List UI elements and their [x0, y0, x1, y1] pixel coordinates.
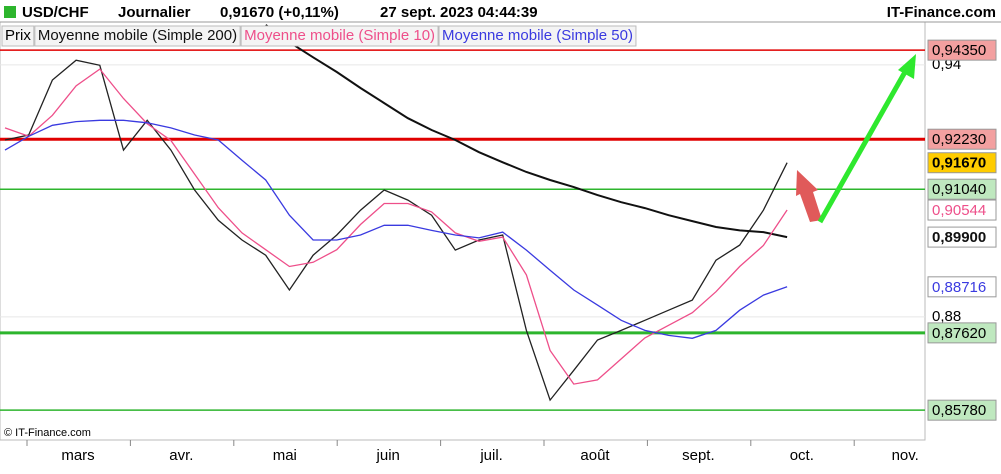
- legend-box: [438, 25, 637, 47]
- x-tick-label: nov.: [892, 447, 919, 464]
- x-tick-label: avr.: [169, 447, 193, 464]
- x-tick-label: août: [580, 447, 610, 464]
- value-label: 0,91040: [932, 181, 986, 198]
- footer: © IT-Finance.com: [4, 427, 91, 439]
- x-tick-label: mai: [273, 447, 297, 464]
- value-label-box: [927, 226, 997, 248]
- legend-box: [34, 25, 241, 47]
- quote: 0,91670 (+0,11%): [220, 4, 339, 21]
- legend-entry: Moyenne mobile (Simple 50): [442, 27, 633, 44]
- value-label-box: [927, 276, 997, 298]
- value-label-box: [927, 39, 997, 61]
- legend-entry: Moyenne mobile (Simple 200): [38, 27, 237, 44]
- down-arrow: [796, 170, 822, 222]
- legend-box: [240, 25, 439, 47]
- series-line: [4, 68, 788, 385]
- series-line: [4, 59, 788, 402]
- up-arrow-head: [898, 54, 916, 79]
- series-line: [265, 24, 788, 239]
- legend-entry: Moyenne mobile (Simple 10): [244, 27, 435, 44]
- x-tick-label: oct.: [790, 447, 814, 464]
- x-tick-label: mars: [61, 447, 94, 464]
- x-tick-label: juil.: [479, 447, 503, 464]
- brand: IT-Finance.com: [887, 4, 996, 21]
- value-label-box: [927, 399, 997, 421]
- value-label-box: [927, 152, 997, 174]
- value-label: 0,94350: [932, 42, 986, 59]
- value-label: 0,85780: [932, 402, 986, 419]
- value-label: 0,91670: [932, 155, 986, 172]
- up-arrow: [817, 70, 908, 224]
- logo: [4, 6, 16, 18]
- x-tick-label: juin: [376, 447, 400, 464]
- series-line: [4, 119, 788, 339]
- value-label: 0,92230: [932, 131, 986, 148]
- value-label-box: [927, 199, 997, 221]
- value-label: 0,89900: [932, 229, 986, 246]
- datetime: 27 sept. 2023 04:44:39: [380, 4, 538, 21]
- value-label: 0,90544: [932, 202, 986, 219]
- symbol: USD/CHF: [22, 4, 89, 21]
- value-label-box: [927, 178, 997, 200]
- value-label-box: [927, 322, 997, 344]
- y-tick-label: 0,88: [932, 308, 961, 325]
- legend-box: [1, 25, 35, 47]
- period: Journalier: [118, 4, 191, 21]
- value-label: 0,87620: [932, 325, 986, 342]
- legend-entry: Prix: [5, 27, 31, 44]
- value-label-box: [927, 128, 997, 150]
- value-label: 0,88716: [932, 279, 986, 296]
- x-tick-label: sept.: [682, 447, 715, 464]
